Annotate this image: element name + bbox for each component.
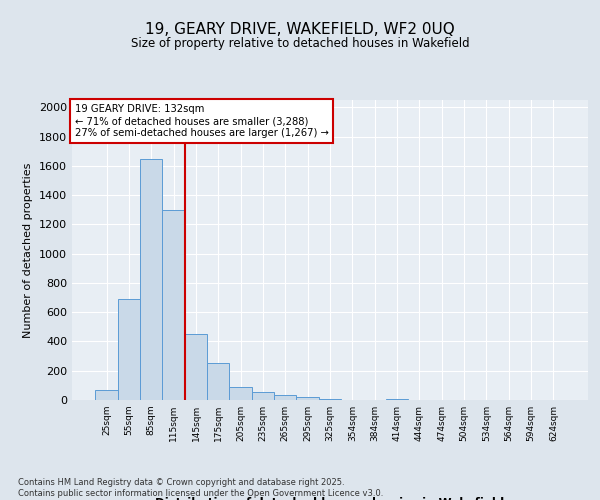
Text: Size of property relative to detached houses in Wakefield: Size of property relative to detached ho… (131, 38, 469, 51)
Bar (252, 392, 274, 400)
Bar (140, 158, 163, 400)
Bar (229, 387, 252, 400)
Bar (185, 334, 207, 400)
X-axis label: Distribution of detached houses by size in Wakefield: Distribution of detached houses by size … (155, 497, 505, 500)
Bar (319, 398, 341, 400)
Bar (296, 397, 319, 400)
Bar (207, 364, 229, 400)
Bar (274, 395, 296, 400)
Bar (95, 390, 118, 400)
Bar (386, 398, 408, 400)
Text: 19, GEARY DRIVE, WAKEFIELD, WF2 0UQ: 19, GEARY DRIVE, WAKEFIELD, WF2 0UQ (145, 22, 455, 38)
Text: 19 GEARY DRIVE: 132sqm
← 71% of detached houses are smaller (3,288)
27% of semi-: 19 GEARY DRIVE: 132sqm ← 71% of detached… (74, 104, 328, 138)
Y-axis label: Number of detached properties: Number of detached properties (23, 162, 34, 338)
Bar (163, 210, 185, 400)
Bar (118, 299, 140, 400)
Text: Contains HM Land Registry data © Crown copyright and database right 2025.
Contai: Contains HM Land Registry data © Crown c… (18, 478, 383, 498)
